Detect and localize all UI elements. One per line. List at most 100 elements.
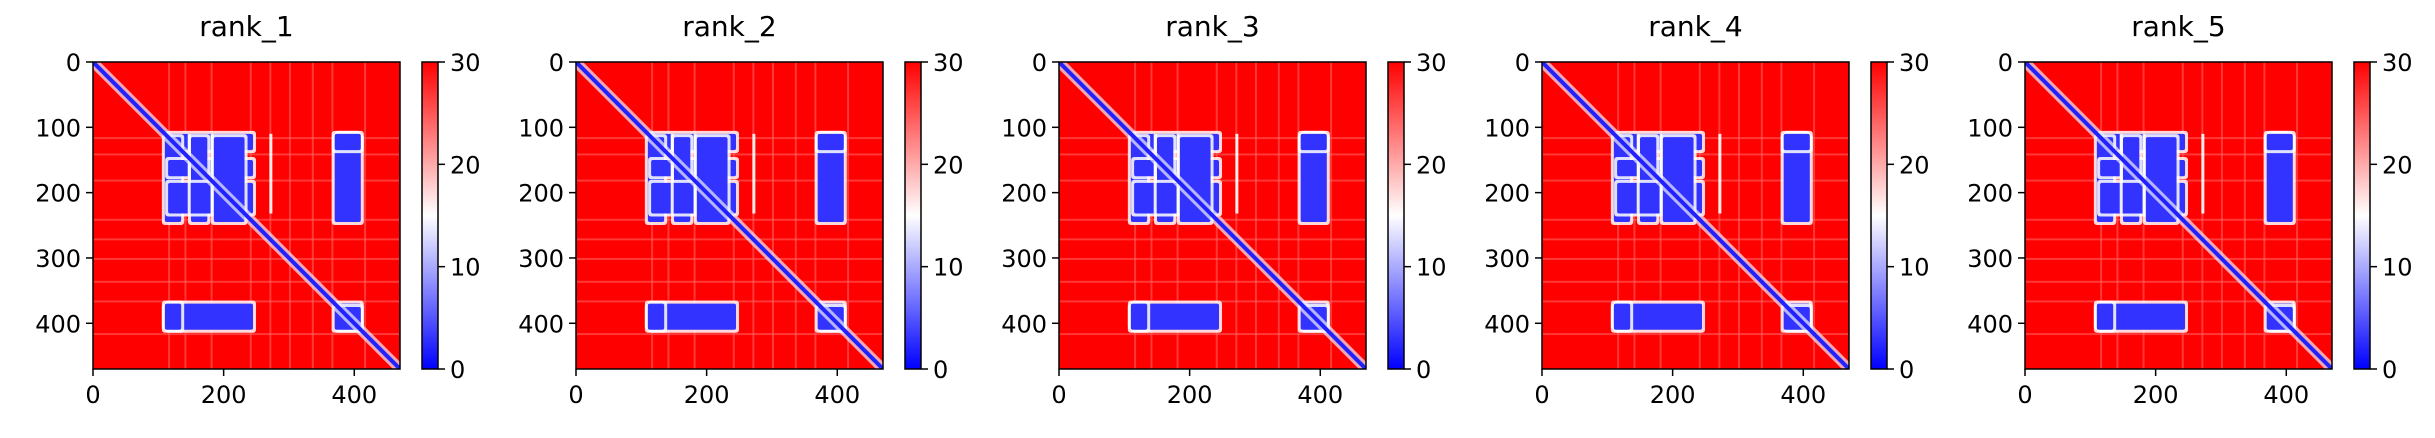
colorbar <box>904 61 922 370</box>
heatmap-panel: rank_2 0 100 200 300 400 0 200 400 0 10 20 30 <box>483 0 970 438</box>
colorbar-tick-label: 0 <box>450 356 465 384</box>
panel-title: rank_3 <box>1165 10 1260 43</box>
heatmap-streak <box>1813 62 1816 369</box>
heatmap-streak <box>93 333 400 336</box>
x-tick-label: 200 <box>684 381 730 409</box>
heatmap-block <box>1613 303 1631 330</box>
heatmap-streak <box>2025 280 2332 283</box>
axes-frame <box>575 61 884 370</box>
y-tick-label: 300 <box>1967 245 2013 273</box>
heatmap-streak <box>1059 333 1366 336</box>
heatmap-panel: rank_1 0 100 200 300 400 0 200 400 0 10 20 30 <box>0 0 487 438</box>
x-tick-label: 400 <box>1780 381 1826 409</box>
y-tick-label: 200 <box>518 180 564 208</box>
x-tick-label: 400 <box>2263 381 2309 409</box>
heatmap-gap <box>187 133 191 214</box>
heatmap-block <box>651 303 737 330</box>
panel-title: rank_4 <box>1648 10 1743 43</box>
diagonal-line <box>93 62 400 369</box>
y-tick-label: 300 <box>1001 245 1047 273</box>
y-tick-label: 0 <box>1515 49 1530 77</box>
heatmap-streak <box>93 257 400 260</box>
x-tick-label: 200 <box>1167 381 1213 409</box>
colorbar-tick-label: 30 <box>2382 49 2413 77</box>
y-tick-label: 0 <box>549 49 564 77</box>
heatmap-gap <box>693 133 697 214</box>
panel-title: rank_2 <box>682 10 777 43</box>
heatmap-streak <box>93 238 400 241</box>
y-tick-label: 200 <box>1484 180 1530 208</box>
colorbar <box>2353 61 2371 370</box>
y-tick-label: 300 <box>1484 245 1530 273</box>
colorbar-tick-label: 0 <box>1899 356 1914 384</box>
y-tick-label: 300 <box>518 245 564 273</box>
x-tick-label: 400 <box>331 381 377 409</box>
y-tick-label: 0 <box>1998 49 2013 77</box>
heatmap-block <box>334 133 361 151</box>
heatmap-gap <box>1718 133 1722 214</box>
heatmap-streak <box>576 238 883 241</box>
heatmap-streak <box>847 62 850 369</box>
heatmap-streak <box>1059 280 1366 283</box>
heatmap-block <box>2266 137 2293 223</box>
heatmap-gap <box>2201 133 2205 214</box>
colorbar-tick-label: 10 <box>1416 254 1447 282</box>
heatmap-block <box>1134 303 1220 330</box>
heatmap-streak <box>1718 62 1721 369</box>
heatmap-streak <box>2220 62 2223 369</box>
y-tick-label: 200 <box>35 180 81 208</box>
y-tick-label: 400 <box>1001 310 1047 338</box>
heatmap-streak <box>794 62 797 369</box>
x-tick-label: 200 <box>1650 381 1696 409</box>
heatmap-streak <box>1254 62 1257 369</box>
heatmap-gap <box>1176 133 1180 214</box>
y-tick-label: 100 <box>1967 114 2013 142</box>
heatmap-panel: rank_4 0 100 200 300 400 0 200 400 0 10 20 30 <box>1449 0 1936 438</box>
colorbar-tick-label: 10 <box>2382 254 2413 282</box>
heatmap-streak <box>1542 280 1849 283</box>
panel-svg: 0 100 200 300 400 0 200 400 0 10 20 30 <box>1484 49 1930 409</box>
colorbar-tick-label: 10 <box>450 254 481 282</box>
x-tick-label: 0 <box>2017 381 2032 409</box>
heatmap-streak <box>1059 257 1366 260</box>
colorbar-tick-label: 20 <box>1416 151 1447 179</box>
colorbar-tick-label: 30 <box>450 49 481 77</box>
colorbar-tick-label: 20 <box>450 151 481 179</box>
y-tick-label: 100 <box>1001 114 1047 142</box>
panel-svg: 0 100 200 300 400 0 200 400 0 10 20 30 <box>518 49 964 409</box>
heatmap-gap <box>1636 133 1640 214</box>
heatmap-streak <box>1542 257 1849 260</box>
heatmap-block <box>2100 303 2186 330</box>
x-tick-label: 400 <box>1297 381 1343 409</box>
colorbar-tick-label: 10 <box>1899 254 1930 282</box>
heatmap-streak <box>2025 238 2332 241</box>
heatmap-streak <box>2025 257 2332 260</box>
colorbar-tick-label: 20 <box>933 151 964 179</box>
axes-frame <box>1058 61 1367 370</box>
heatmap-streak <box>576 257 883 260</box>
y-tick-label: 400 <box>1967 310 2013 338</box>
heatmap-streak <box>1760 62 1763 369</box>
colorbar <box>1870 61 1888 370</box>
heatmap-gap <box>1235 133 1239 214</box>
heatmap-streak <box>1542 238 1849 241</box>
y-tick-label: 200 <box>1001 180 1047 208</box>
x-tick-label: 400 <box>814 381 860 409</box>
colorbar-tick-label: 0 <box>933 356 948 384</box>
heatmap-block <box>164 303 182 330</box>
x-tick-label: 0 <box>568 381 583 409</box>
colorbar-tick-label: 30 <box>1899 49 1930 77</box>
x-tick-label: 200 <box>201 381 247 409</box>
y-tick-label: 100 <box>518 114 564 142</box>
heatmap-streak <box>2201 62 2204 369</box>
colorbar-tick-label: 30 <box>933 49 964 77</box>
heatmap-streak <box>1235 62 1238 369</box>
y-tick-label: 0 <box>1032 49 1047 77</box>
heatmap-block <box>1130 303 1148 330</box>
heatmap-block <box>647 303 665 330</box>
diagonal-line <box>2025 62 2332 369</box>
heatmap-gap <box>2119 133 2123 214</box>
heatmap-panel: rank_5 0 100 200 300 400 0 200 400 0 10 20 30 <box>1932 0 2419 438</box>
panel-title: rank_1 <box>199 10 294 43</box>
